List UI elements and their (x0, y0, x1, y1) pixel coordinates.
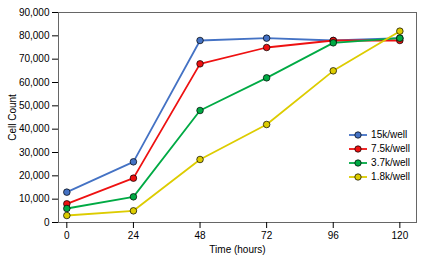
svg-text:0: 0 (44, 217, 50, 228)
svg-text:72: 72 (261, 230, 273, 241)
svg-text:70,000: 70,000 (19, 53, 50, 64)
svg-text:Time (hours): Time (hours) (209, 244, 265, 255)
html-text:3.7k/well: 3.7k/well (371, 157, 410, 168)
svg-text:20,000: 20,000 (19, 170, 50, 181)
svg-text:60,000: 60,000 (19, 77, 50, 88)
svg-text:50,000: 50,000 (19, 100, 50, 111)
svg-text:48: 48 (194, 230, 206, 241)
svg-text:0: 0 (64, 230, 70, 241)
svg-text:120: 120 (392, 230, 409, 241)
html-text:1.8k/well: 1.8k/well (371, 171, 410, 182)
html-text:15k/well: 15k/well (371, 129, 408, 140)
svg-text:96: 96 (328, 230, 340, 241)
svg-text:80,000: 80,000 (19, 30, 50, 41)
svg-text:24: 24 (128, 230, 140, 241)
svg-text:10,000: 10,000 (19, 193, 50, 204)
svg-text:Cell Count: Cell Count (7, 94, 18, 141)
svg-text:30,000: 30,000 (19, 147, 50, 158)
svg-text:40,000: 40,000 (19, 123, 50, 134)
html-text:7.5k/well: 7.5k/well (371, 143, 410, 154)
svg-text:90,000: 90,000 (19, 7, 50, 18)
